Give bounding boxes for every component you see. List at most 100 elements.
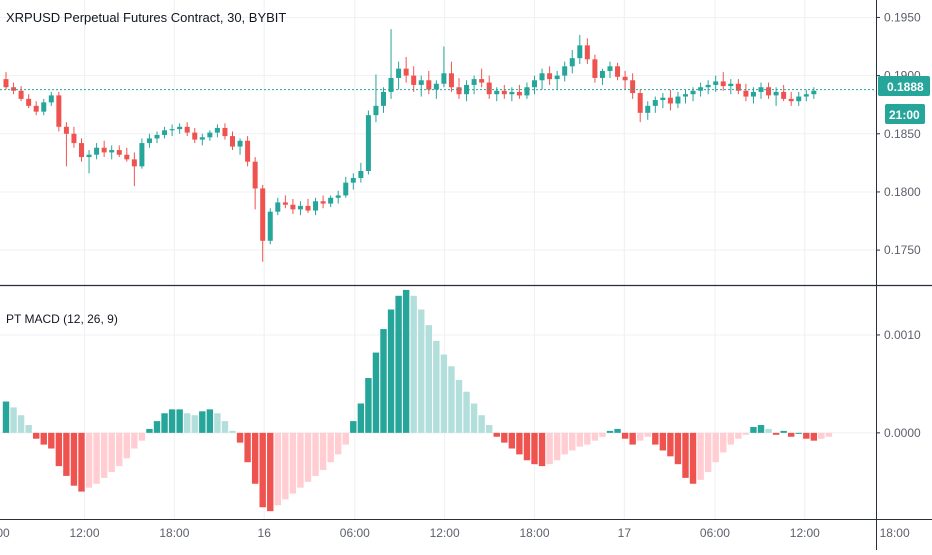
histogram-bar — [259, 432, 266, 508]
candle-body — [109, 150, 115, 153]
candle-body — [705, 84, 711, 88]
histogram-bar — [319, 432, 327, 471]
candle-body — [441, 73, 447, 84]
candle — [667, 89, 673, 111]
histogram-bar — [599, 432, 606, 437]
time-tick-label: 18:00 — [519, 526, 549, 540]
candle-body — [396, 68, 402, 78]
candle — [479, 68, 485, 88]
time-axis[interactable]: 06:00 12:00 18:00 16 06:00 12:00 18:00 17 06:00 1… — [0, 526, 910, 540]
candle-body — [146, 138, 152, 144]
candle-body — [33, 105, 39, 112]
candle — [418, 75, 424, 97]
candle — [3, 72, 9, 90]
candle-body — [554, 75, 560, 80]
histogram-bar — [682, 432, 689, 478]
candle — [162, 126, 168, 139]
histogram-bar — [674, 432, 682, 465]
candle-body — [471, 79, 477, 85]
candle-body — [3, 79, 9, 88]
candle-body — [79, 143, 84, 158]
candle — [411, 66, 417, 92]
histogram-bar — [418, 309, 425, 433]
candle — [675, 91, 681, 109]
candle — [683, 89, 688, 104]
histogram-bar — [493, 432, 500, 437]
histogram-bar — [244, 432, 251, 463]
candle-body — [154, 134, 160, 139]
candle-body — [275, 202, 281, 212]
candle — [313, 197, 319, 216]
candle-body — [169, 129, 175, 131]
candle — [350, 173, 356, 190]
histogram-bar — [720, 432, 727, 453]
candle-body — [358, 171, 364, 178]
histogram-bar — [93, 432, 100, 484]
candle-body — [320, 201, 326, 204]
candle — [230, 131, 235, 151]
candle-body — [139, 143, 145, 167]
histogram-bar — [516, 432, 523, 455]
histogram-bar — [637, 432, 644, 441]
candle-body — [184, 126, 190, 133]
candle — [501, 84, 507, 99]
histogram-bar — [48, 432, 55, 449]
candle-body — [796, 96, 802, 102]
candle — [48, 91, 54, 106]
histogram-bar — [55, 432, 63, 467]
histogram-bar — [274, 432, 281, 506]
candle — [788, 91, 794, 106]
candle-body — [162, 130, 168, 135]
histogram-bar — [697, 432, 704, 480]
histogram-bar — [161, 413, 168, 433]
histogram-bar — [221, 421, 229, 433]
candle — [245, 136, 251, 167]
candle — [532, 75, 537, 95]
candle-body — [101, 147, 107, 153]
histogram-bar — [40, 432, 47, 445]
histogram-bar — [146, 428, 153, 433]
candle — [124, 147, 130, 162]
candle-body — [720, 81, 726, 87]
candle-body — [456, 87, 462, 95]
candle-body — [690, 90, 696, 95]
histogram-bar — [85, 432, 93, 488]
candle — [290, 198, 296, 215]
candle-body — [207, 132, 213, 138]
histogram-bar — [772, 432, 780, 435]
candle-body — [86, 154, 92, 158]
candle-body — [630, 80, 636, 94]
candle — [305, 198, 311, 213]
candle-body — [388, 77, 394, 92]
candle — [343, 176, 349, 198]
histogram-bar — [727, 432, 734, 445]
price-tick-label: 0.1950 — [884, 10, 921, 24]
candle-body — [260, 188, 266, 241]
histogram-bar — [470, 403, 478, 433]
candle — [184, 122, 190, 137]
histogram-bar — [191, 415, 198, 433]
histogram-bar — [652, 432, 659, 445]
candle-body — [343, 182, 349, 196]
candle — [766, 82, 772, 99]
chart-title[interactable]: XRPUSD Perpetual Futures Contract, 30, B… — [6, 10, 286, 25]
histogram-bar — [2, 401, 10, 433]
candle-body — [131, 159, 137, 167]
candle-body — [811, 90, 817, 95]
indicator-title[interactable]: PT MACD (12, 26, 9) — [6, 312, 118, 326]
histogram-bar — [25, 425, 32, 433]
candle-body — [305, 205, 311, 211]
candle — [448, 61, 454, 92]
histogram-bar — [176, 409, 183, 433]
candle-body — [516, 91, 522, 96]
candle-body — [667, 97, 673, 104]
macd-axis[interactable]: 0.0010 0.0000 — [876, 328, 921, 440]
histogram-bar — [229, 430, 236, 433]
candle-body — [418, 80, 424, 85]
candle-body — [788, 98, 794, 102]
histogram-bar — [667, 432, 674, 457]
histogram-bar — [199, 411, 206, 433]
